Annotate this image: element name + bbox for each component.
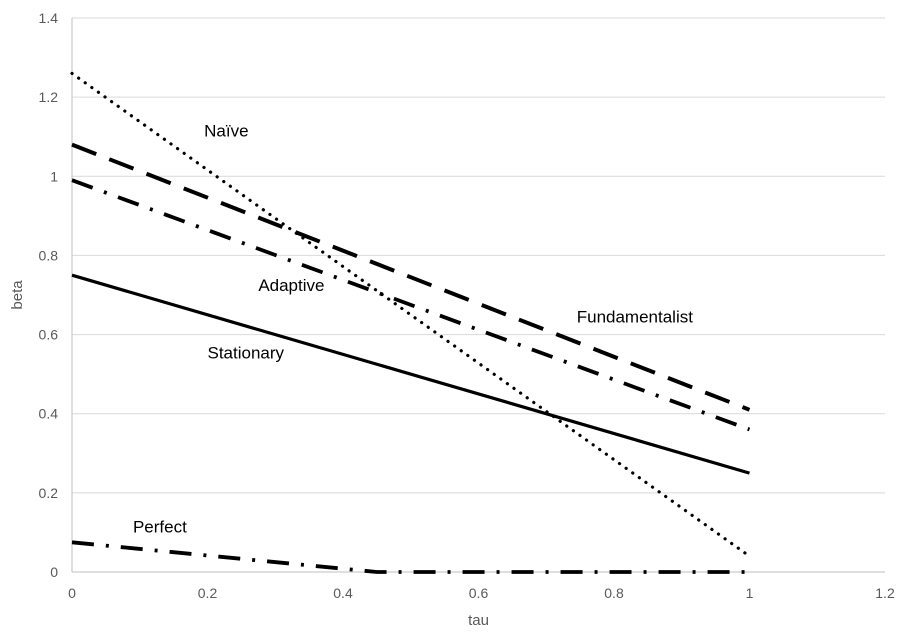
annotation-perfect: Perfect (133, 517, 187, 536)
annotation-stationary: Stationary (208, 343, 285, 362)
series-line-fundamentalist (71, 142, 751, 412)
annotation-adaptive: Adaptive (258, 276, 324, 295)
x-tick-label: 0 (68, 585, 76, 601)
gridlines (72, 17, 885, 494)
y-axis-title: beta (9, 280, 26, 310)
y-tick-label: 0.6 (39, 327, 59, 343)
y-tick-label: 0 (50, 564, 58, 580)
y-tick-label: 1.2 (39, 89, 59, 105)
y-tick-label: 0.8 (39, 247, 59, 263)
x-tick-label: 1 (746, 585, 754, 601)
series-line-stationary (71, 273, 750, 475)
series-annotations: Naïve Fundamentalist Adaptive Stationary Per… (133, 122, 693, 537)
x-tick-label: 1.2 (875, 585, 895, 601)
annotation-nave: Naïve (204, 122, 248, 141)
series-line-nave (70, 71, 752, 558)
series-lines (70, 71, 752, 574)
x-axis-title: tau (468, 612, 489, 629)
y-tick-label: 0.4 (39, 406, 59, 422)
tick-labels: 0 0.2 0.4 0.6 0.8 1 1.2 1.4 0 0.2 0.4 0.6 0.8 1 1.2 (39, 10, 895, 601)
y-tick-label: 0.2 (39, 485, 59, 501)
series-line-adaptive (71, 178, 751, 432)
x-tick-label: 0.6 (469, 585, 489, 601)
y-tick-label: 1.4 (39, 10, 59, 26)
x-tick-label: 0.4 (333, 585, 353, 601)
y-tick-label: 1 (50, 168, 58, 184)
series-line-perfect (71, 540, 750, 574)
annotation-fundamentalist: Fundamentalist (577, 308, 694, 327)
axes (71, 18, 885, 573)
x-tick-label: 0.2 (198, 585, 218, 601)
x-tick-label: 0.8 (604, 585, 624, 601)
